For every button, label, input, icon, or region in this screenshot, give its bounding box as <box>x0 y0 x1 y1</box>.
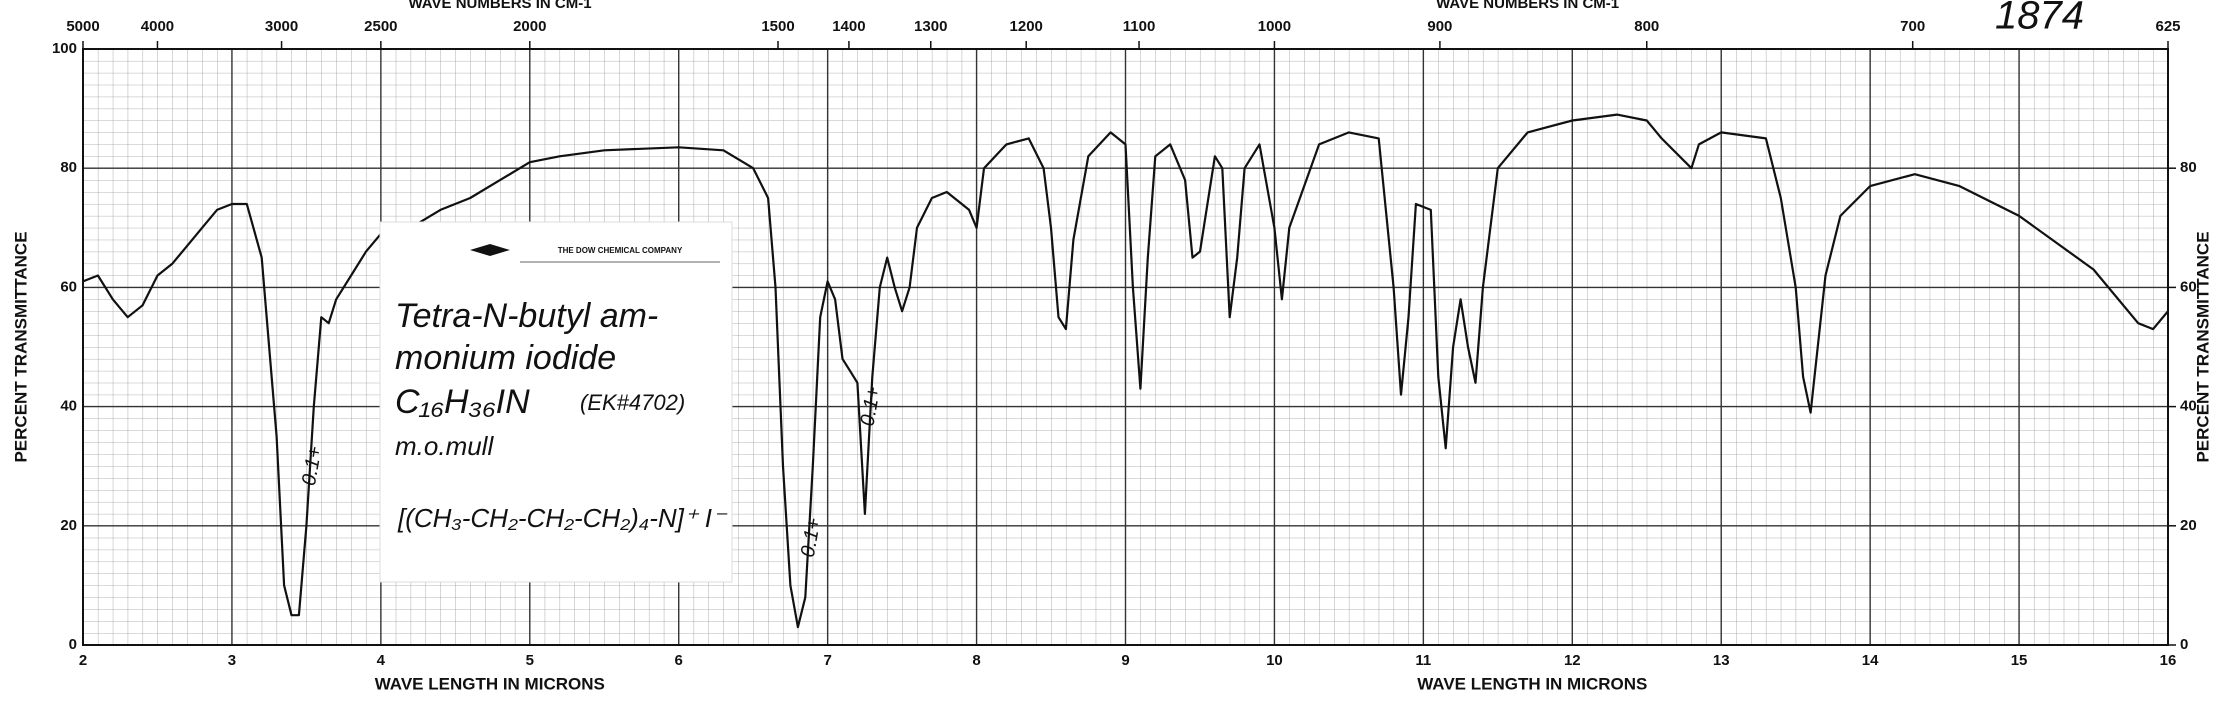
x2-axis-label: WAVE NUMBERS IN CM-1 <box>1436 0 1619 12</box>
x-tick-label: 6 <box>675 652 683 669</box>
y2-tick-label: 20 <box>2180 517 2197 534</box>
x2-tick-label: 3000 <box>265 18 298 35</box>
x2-tick-label: 900 <box>1427 18 1452 35</box>
y-tick-label: 60 <box>60 278 77 295</box>
spectrum-line <box>82 113 2169 629</box>
y2-axis-label: PERCENT TRANSMITTANCE <box>2193 231 2212 462</box>
card-code: (EK#4702) <box>580 390 685 415</box>
x-tick-label: 4 <box>377 652 386 669</box>
x-tick-label: 14 <box>1862 652 1879 669</box>
x2-tick-label: 1200 <box>1010 18 1043 35</box>
y-axis-label: PERCENT TRANSMITTANCE <box>11 231 30 462</box>
x2-tick-label: 4000 <box>141 18 174 35</box>
x-tick-label: 15 <box>2011 652 2028 669</box>
x2-tick-label: 1100 <box>1123 18 1156 35</box>
card-line: [(CH₃-CH₂-CH₂-CH₂)₄-N]⁺ I⁻ <box>397 503 728 533</box>
y-tick-label: 80 <box>60 159 77 176</box>
x-tick-label: 13 <box>1713 652 1730 669</box>
x2-tick-label: 625 <box>2155 18 2180 35</box>
y-tick-label: 40 <box>60 398 77 415</box>
x2-tick-label: 1400 <box>832 18 865 35</box>
y2-tick-label: 80 <box>2180 159 2197 176</box>
card-line: monium iodide <box>395 339 616 377</box>
x-tick-label: 12 <box>1564 652 1581 669</box>
x-tick-label: 3 <box>228 652 236 669</box>
plot-frame <box>82 48 2169 646</box>
x-axis-label: WAVE LENGTH IN MICRONS <box>375 674 605 693</box>
card-line: C₁₆H₃₆IN <box>395 383 530 421</box>
card-line: Tetra-N-butyl am- <box>395 297 658 335</box>
x2-tick-label: 800 <box>1634 18 1659 35</box>
company-logo <box>470 244 510 256</box>
x-tick-label: 16 <box>2160 652 2177 669</box>
label-card <box>379 221 733 583</box>
y2-tick-label: 40 <box>2180 398 2197 415</box>
x2-tick-label: 700 <box>1900 18 1925 35</box>
x-tick-label: 2 <box>79 652 87 669</box>
y-tick-label: 0 <box>69 636 77 653</box>
x-axis-label: WAVE LENGTH IN MICRONS <box>1417 674 1647 693</box>
x-tick-label: 9 <box>1121 652 1129 669</box>
y2-tick-label: 0 <box>2180 636 2188 653</box>
x2-tick-label: 5000 <box>66 18 99 35</box>
x2-tick-label: 2500 <box>364 18 397 35</box>
x2-axis-label: WAVE NUMBERS IN CM-1 <box>408 0 591 12</box>
x-tick-label: 5 <box>526 652 534 669</box>
x-tick-label: 7 <box>823 652 831 669</box>
company-name: THE DOW CHEMICAL COMPANY <box>558 246 683 255</box>
x-tick-label: 11 <box>1415 652 1431 669</box>
x2-tick-label: 2000 <box>513 18 546 35</box>
x-tick-label: 8 <box>972 652 980 669</box>
card-line: m.o.mull <box>395 431 494 461</box>
x-tick-label: 10 <box>1266 652 1283 669</box>
y-tick-label: 100 <box>52 40 77 57</box>
spectrum-number: 1874 <box>1995 0 2084 38</box>
x2-tick-label: 1000 <box>1258 18 1291 35</box>
x2-tick-label: 1500 <box>761 18 794 35</box>
y-tick-label: 20 <box>60 517 77 534</box>
y2-tick-label: 60 <box>2180 278 2197 295</box>
x2-tick-label: 1300 <box>914 18 947 35</box>
